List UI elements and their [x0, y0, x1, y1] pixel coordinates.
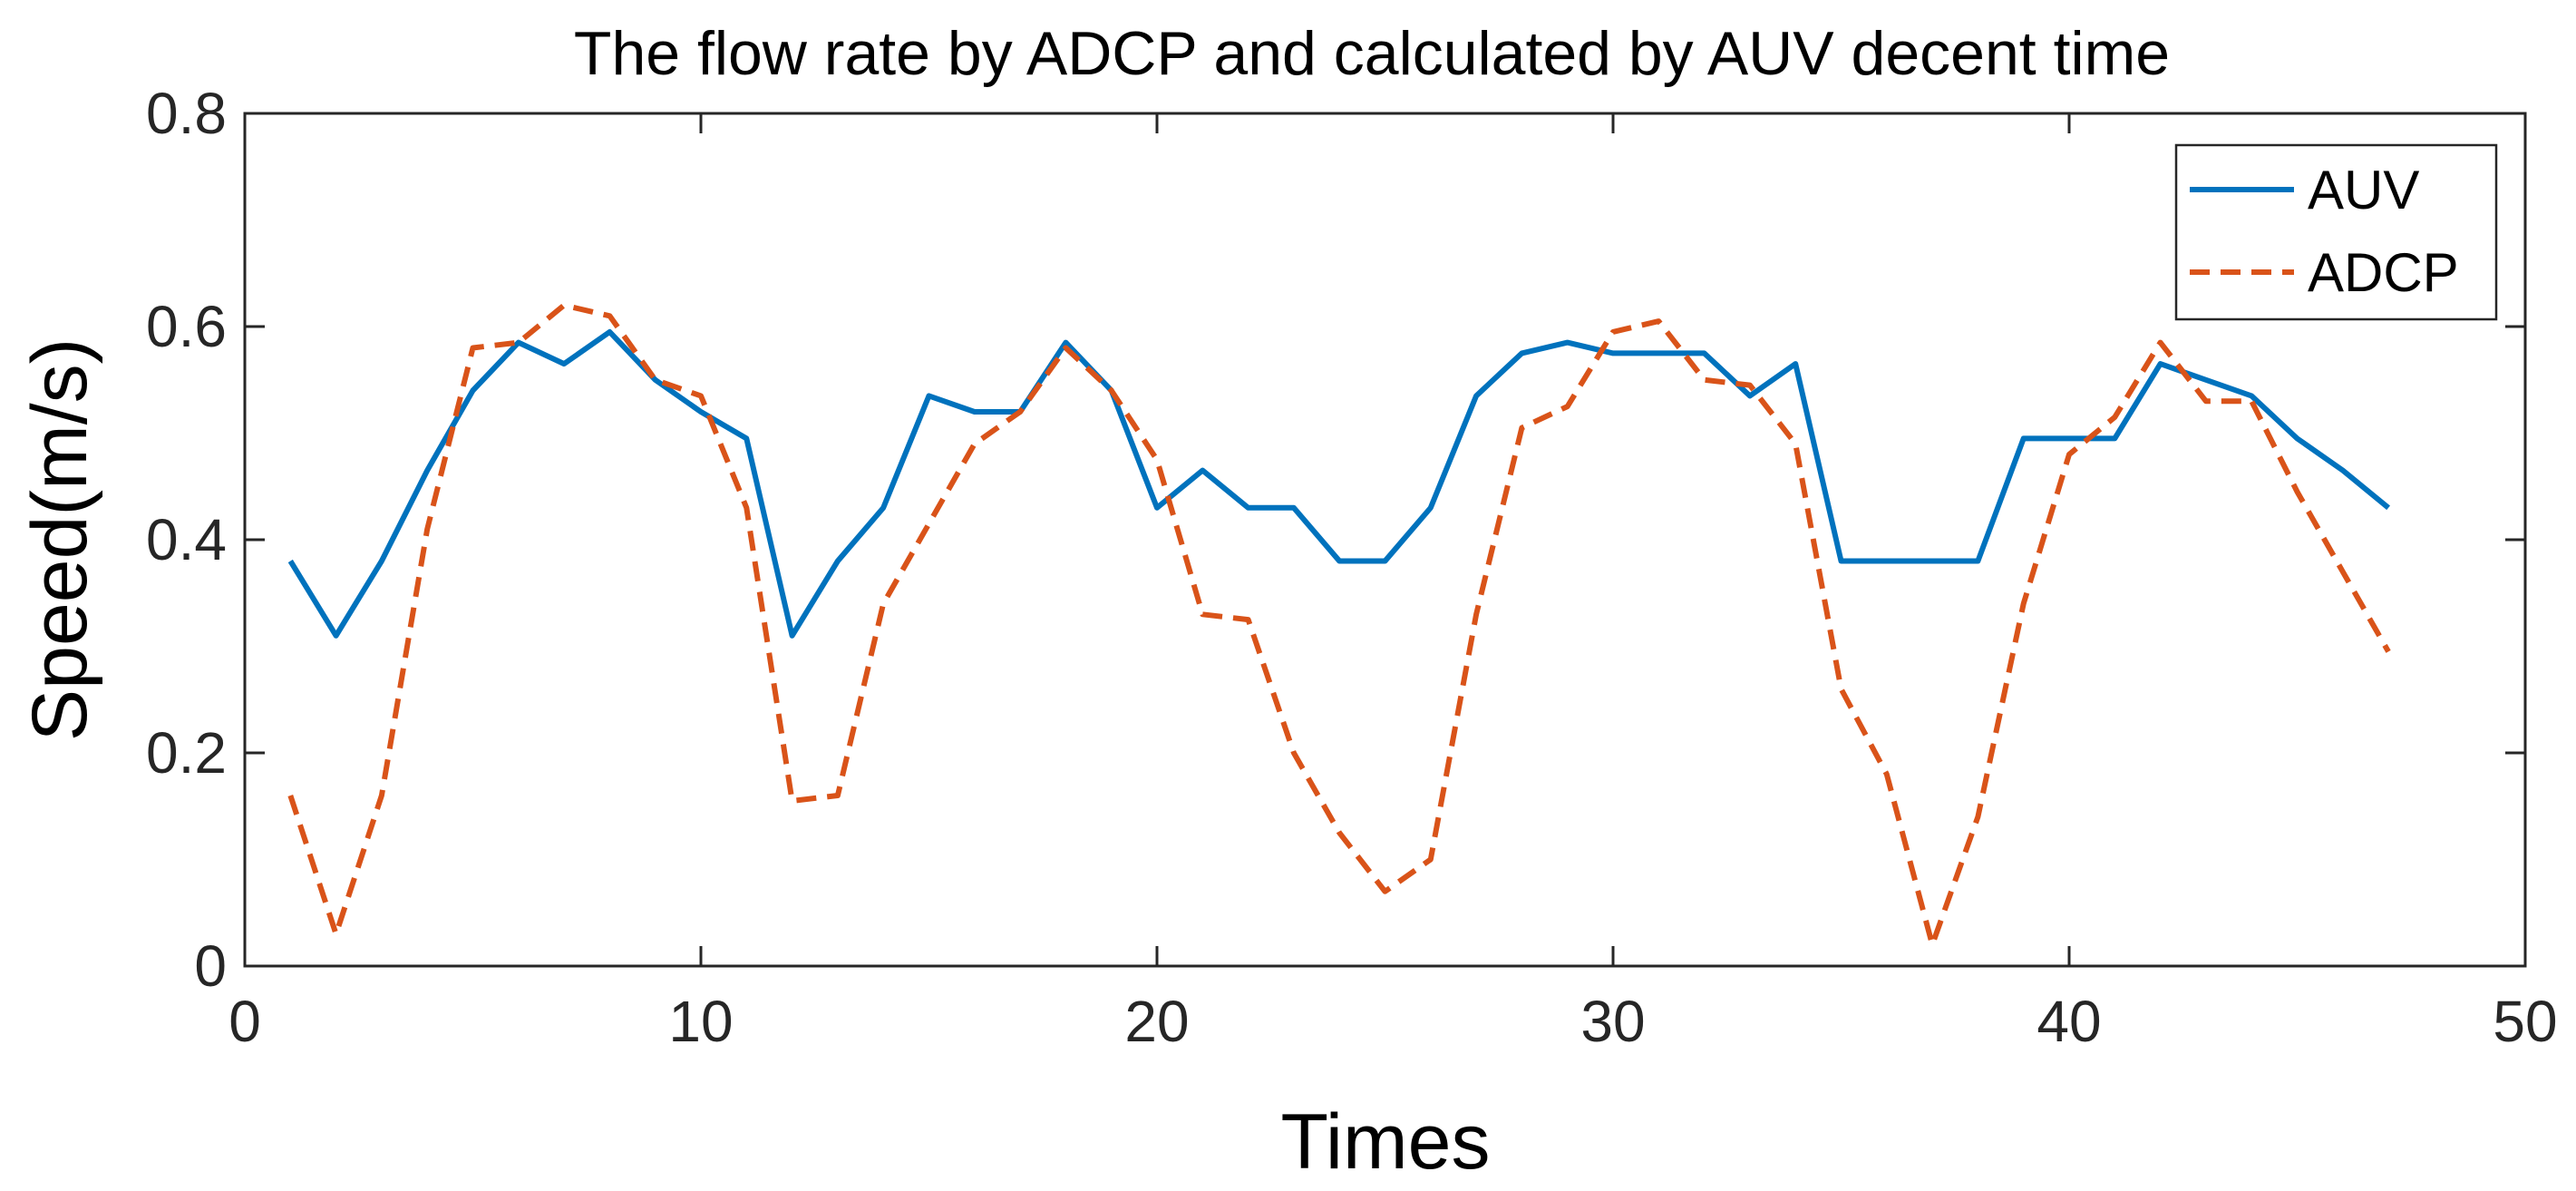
x-tick-label: 30	[1580, 989, 1645, 1054]
y-axis-label: Speed(m/s)	[16, 338, 103, 742]
x-tick-label: 50	[2493, 989, 2557, 1054]
x-axis-ticks: 0 10 20 30 40 50	[228, 113, 2558, 1054]
legend-label-adcp: ADCP	[2308, 242, 2459, 303]
legend: AUV ADCP	[2174, 143, 2498, 321]
x-tick-label: 10	[668, 989, 733, 1054]
x-axis-label: Times	[1281, 1098, 1491, 1186]
y-tick-label: 0.4	[146, 507, 227, 572]
chart-title: The flow rate by ADCP and calculated by …	[574, 19, 2170, 88]
y-tick-label: 0	[194, 933, 227, 999]
y-axis-ticks: 0 0.2 0.4 0.6 0.8	[146, 81, 2525, 999]
legend-box	[2174, 143, 2498, 321]
legend-label-auv: AUV	[2308, 160, 2419, 220]
series-line-adcp	[287, 302, 2391, 948]
x-tick-label: 40	[2036, 989, 2101, 1054]
series-layer	[287, 302, 2391, 948]
plot-area	[243, 112, 2527, 968]
y-tick-label: 0.6	[146, 294, 227, 359]
x-tick-label: 0	[228, 989, 261, 1054]
y-tick-label: 0.8	[146, 81, 227, 146]
x-tick-label: 20	[1124, 989, 1189, 1054]
y-tick-label: 0.2	[146, 720, 227, 786]
series-line-auv	[287, 328, 2391, 639]
